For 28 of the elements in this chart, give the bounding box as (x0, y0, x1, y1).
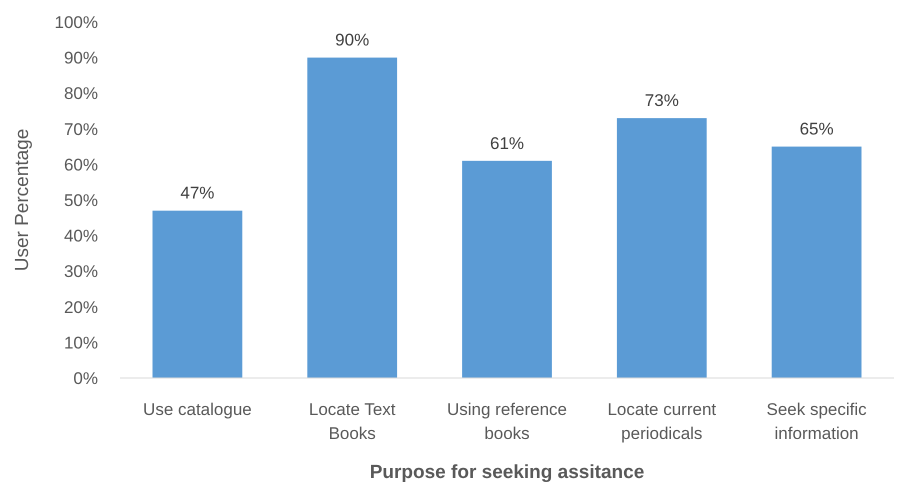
x-tick-label: Locate current periodicals (607, 400, 716, 443)
bar (772, 146, 862, 378)
y-tick-label: 20% (64, 298, 98, 317)
data-label: 61% (490, 134, 524, 153)
x-axis-title: Purpose for seeking assitance (370, 462, 644, 483)
y-tick-label: 90% (64, 48, 98, 68)
bar (616, 118, 707, 378)
y-tick-label: 80% (64, 84, 98, 104)
y-tick-label: 50% (64, 190, 98, 210)
y-tick-label: 100% (54, 12, 98, 32)
y-tick-label: 30% (64, 262, 98, 282)
x-tick-label: Use catalogue (143, 400, 252, 419)
data-label: 90% (335, 30, 370, 50)
data-label: 47% (180, 184, 214, 203)
x-tick-label: Using reference books (446, 400, 568, 443)
x-tick-label: Seek specific information (766, 400, 868, 443)
bar (152, 210, 242, 378)
bar (462, 160, 552, 378)
y-tick-label: 40% (64, 226, 98, 246)
data-label: 73% (644, 91, 679, 110)
bar (307, 58, 398, 378)
y-tick-label: 0% (73, 368, 98, 388)
y-tick-label: 60% (64, 155, 98, 174)
y-tick-label: 70% (64, 120, 98, 139)
data-label: 65% (800, 120, 834, 139)
y-tick-label: 10% (64, 333, 98, 352)
x-tick-label: Locate Text Books (308, 400, 396, 443)
y-axis-title: User Percentage (12, 128, 33, 272)
